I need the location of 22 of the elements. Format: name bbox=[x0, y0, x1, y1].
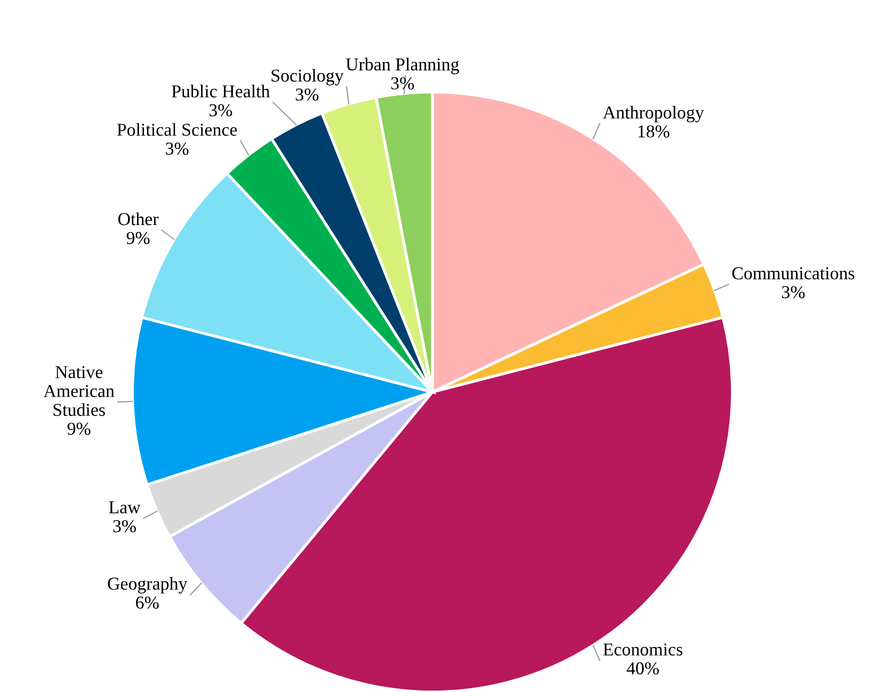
slice-label: Native American Studies bbox=[44, 366, 114, 416]
data-label: 3% bbox=[113, 520, 136, 532]
slice-label: Law bbox=[109, 501, 140, 514]
data-label: 6% bbox=[136, 596, 159, 609]
data-label: 3% bbox=[166, 142, 188, 155]
data-label: 9% bbox=[68, 422, 90, 435]
data-label: 40% bbox=[626, 662, 659, 675]
data-label: 3% bbox=[391, 77, 414, 90]
slice-label: Communications bbox=[732, 267, 854, 280]
data-label: 18% bbox=[638, 125, 670, 138]
slice-label: Other bbox=[118, 212, 159, 226]
data-label: 3% bbox=[296, 88, 318, 101]
data-label: 3% bbox=[209, 104, 232, 116]
slice-label: Public Health bbox=[172, 84, 270, 98]
slice-label: Geography bbox=[108, 577, 188, 594]
slice-label: Political Science bbox=[117, 123, 237, 136]
slice-label: Sociology bbox=[272, 69, 344, 86]
data-label: 9% bbox=[126, 232, 150, 244]
data-label: 3% bbox=[782, 286, 805, 298]
slice-label: Anthropology bbox=[602, 106, 704, 122]
slice-label: Urban Planning bbox=[346, 58, 460, 74]
slice-label: Economics bbox=[603, 643, 682, 656]
